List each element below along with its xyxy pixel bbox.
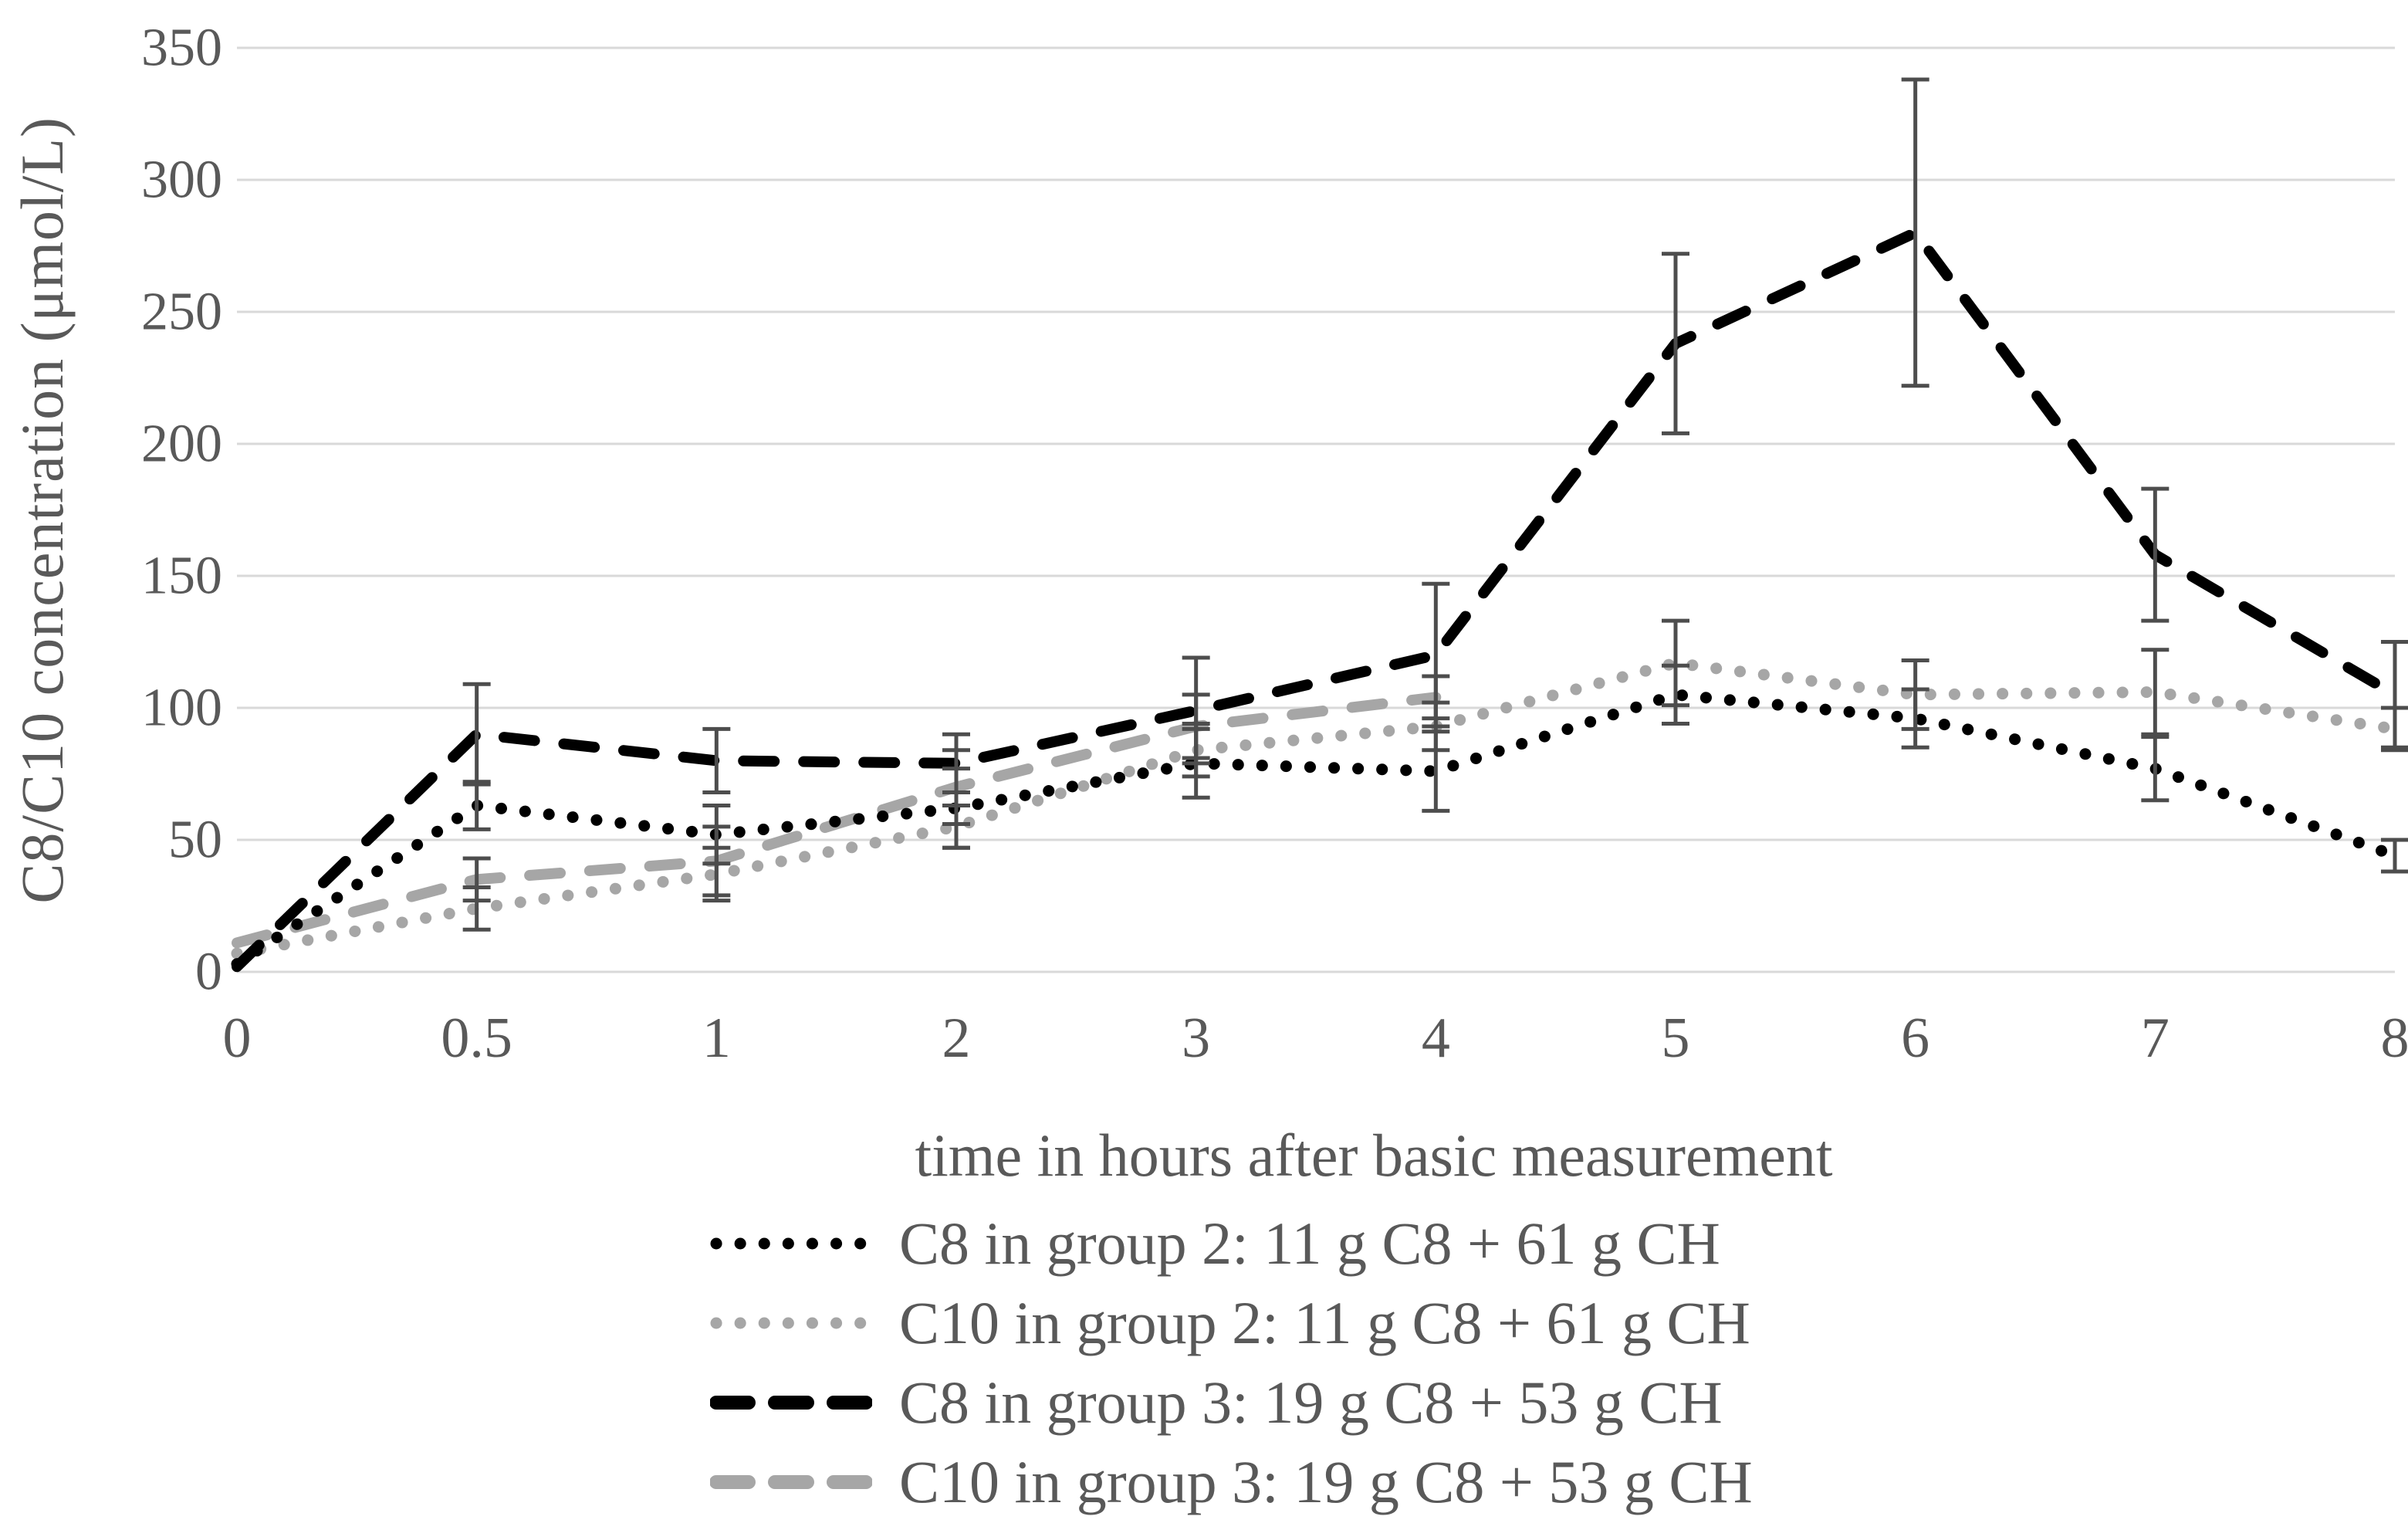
svg-text:150: 150 <box>141 547 222 606</box>
svg-text:50: 50 <box>168 811 222 870</box>
svg-text:250: 250 <box>141 283 222 342</box>
legend-label: C8 in group 3: 19 g C8 + 53 g CH <box>899 1368 1723 1436</box>
svg-text:8: 8 <box>2381 1007 2408 1070</box>
svg-text:0.5: 0.5 <box>441 1007 512 1070</box>
legend-label: C8 in group 2: 11 g C8 + 61 g CH <box>899 1209 1720 1277</box>
legend-item: C10 in group 3: 19 g C8 + 53 g CH <box>710 1442 2254 1521</box>
x-axis-title: time in hours after basic measurement <box>915 1122 1833 1189</box>
svg-text:350: 350 <box>141 19 222 78</box>
svg-text:0: 0 <box>195 943 222 1002</box>
legend-swatch-c8-group2-icon <box>710 1237 872 1249</box>
legend-item: C8 in group 2: 11 g C8 + 61 g CH <box>710 1203 2254 1283</box>
svg-text:300: 300 <box>141 151 222 210</box>
legend-swatch-c8-group3-icon <box>710 1395 872 1410</box>
svg-text:3: 3 <box>1182 1007 1210 1070</box>
legend-swatch-c10-group2-icon <box>710 1317 872 1328</box>
svg-text:5: 5 <box>1662 1007 1690 1070</box>
legend-label: C10 in group 3: 19 g C8 + 53 g CH <box>899 1447 1753 1515</box>
legend-item: C10 in group 2: 11 g C8 + 61 g CH <box>710 1283 2254 1362</box>
svg-text:200: 200 <box>141 415 222 474</box>
svg-text:1: 1 <box>702 1007 731 1070</box>
svg-text:100: 100 <box>141 679 222 738</box>
svg-text:6: 6 <box>1901 1007 1929 1070</box>
svg-text:2: 2 <box>942 1007 971 1070</box>
legend-label: C10 in group 2: 11 g C8 + 61 g CH <box>899 1288 1750 1356</box>
svg-text:7: 7 <box>2141 1007 2170 1070</box>
svg-text:4: 4 <box>1422 1007 1450 1070</box>
legend: C8 in group 2: 11 g C8 + 61 g CH C10 in … <box>710 1203 2254 1521</box>
svg-text:0: 0 <box>223 1007 252 1070</box>
legend-swatch-c10-group3-icon <box>710 1474 872 1489</box>
legend-item: C8 in group 3: 19 g C8 + 53 g CH <box>710 1362 2254 1442</box>
